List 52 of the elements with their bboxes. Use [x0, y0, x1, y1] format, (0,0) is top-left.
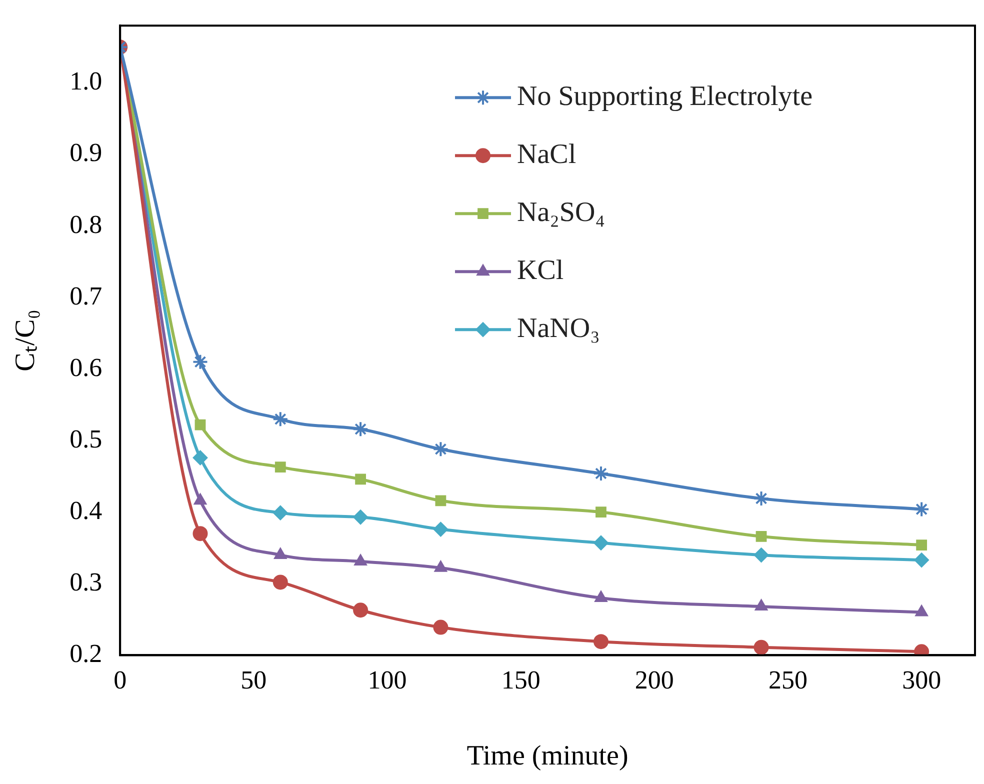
point: [272, 505, 288, 520]
point: [916, 540, 928, 550]
y-tick-label: 0.4: [70, 496, 102, 525]
y-tick-label: 0.7: [70, 281, 102, 310]
point: [914, 552, 930, 568]
point: [274, 462, 286, 472]
point: [272, 411, 288, 428]
point: [433, 522, 448, 537]
point: [593, 535, 608, 550]
x-tick-label: 50: [240, 666, 267, 695]
point: [353, 510, 368, 525]
point: [914, 501, 930, 518]
y-tick-label: 0.9: [70, 138, 102, 168]
point: [593, 634, 608, 650]
point: [756, 530, 767, 542]
point: [192, 526, 208, 542]
y-tick-label: 0.8: [70, 210, 102, 239]
legend-label: NaNO₃: [517, 312, 600, 344]
point: [596, 506, 606, 518]
point: [353, 602, 368, 618]
y-axis-title: Cₜ/C₀: [10, 309, 42, 372]
point: [194, 419, 206, 430]
point: [192, 450, 208, 466]
y-tick-label: 0.2: [70, 639, 102, 668]
point: [754, 548, 769, 563]
point: [272, 574, 288, 590]
y-tick-label: 0.5: [70, 424, 102, 454]
point: [192, 354, 208, 370]
x-tick-label: 150: [501, 666, 540, 695]
y-tick-label: 0.3: [70, 567, 102, 596]
x-tick-label: 100: [368, 666, 407, 695]
point: [592, 465, 609, 482]
x-tick-label: 200: [634, 666, 674, 695]
legend-label: KCl: [517, 254, 564, 286]
y-tick-label: 0.6: [70, 352, 102, 382]
point: [435, 495, 446, 506]
point: [352, 421, 369, 438]
legend-label: NaCl: [517, 138, 576, 170]
x-tick-label: 300: [902, 666, 942, 695]
point: [355, 474, 366, 485]
y-tick-label: 1.0: [70, 66, 102, 96]
point: [754, 640, 769, 655]
x-axis-title: Time (minute): [466, 740, 628, 772]
x-tick-label: 0: [114, 666, 127, 695]
point: [753, 490, 770, 507]
x-tick-label: 250: [768, 666, 808, 695]
legend-label: No Supporting Electrolyte: [517, 80, 813, 112]
point: [432, 441, 449, 458]
point: [274, 548, 287, 560]
point: [754, 599, 768, 611]
legend-label: Na₂SO₄: [517, 196, 605, 228]
point: [433, 620, 448, 635]
